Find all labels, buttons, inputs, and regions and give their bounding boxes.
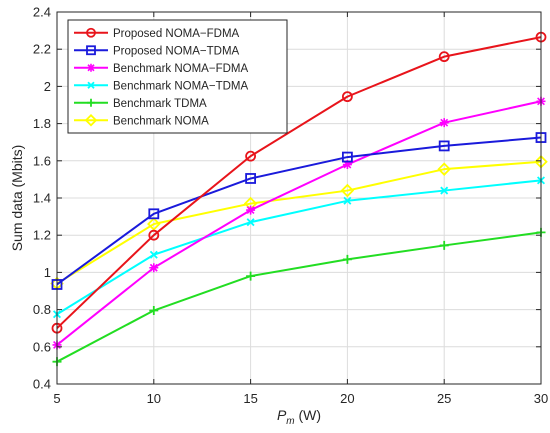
legend-item: Benchmark NOMA: [74, 113, 209, 127]
legend-item: Benchmark NOMA−FDMA: [74, 63, 248, 75]
marker-diamond: [84, 113, 98, 127]
marker-diamond: [147, 217, 161, 231]
marker-circle: [438, 51, 450, 63]
legend-label: Benchmark NOMA−TDMA: [113, 80, 248, 92]
y-tick-label: 2: [44, 79, 51, 94]
legend-label: Benchmark NOMA: [113, 115, 209, 127]
y-tick-label: 0.4: [33, 377, 51, 392]
series-line: [56, 36, 542, 329]
marker-square: [438, 140, 450, 152]
marker-plus: [246, 271, 256, 281]
marker-square: [148, 208, 160, 220]
legend-item: Benchmark NOMA−TDMA: [74, 80, 248, 92]
marker-square: [86, 45, 96, 56]
x-tick-label: 5: [53, 391, 60, 406]
marker-square: [245, 173, 257, 184]
y-tick-label: 0.8: [33, 302, 51, 317]
series-5: [52, 227, 546, 367]
x-tick-label: 20: [340, 391, 354, 406]
series-line: [56, 160, 542, 285]
series-line: [56, 231, 542, 363]
legend-label: Proposed NOMA−FDMA: [113, 28, 240, 40]
series-line: [56, 100, 542, 346]
legend-item: Proposed NOMA−FDMA: [74, 28, 240, 40]
marker-circle: [245, 150, 257, 162]
legend-box: [67, 19, 288, 134]
marker-circle: [148, 229, 160, 241]
series-3: [52, 96, 546, 350]
marker-asterisk: [87, 63, 95, 72]
ticks: 0.4 0.6 0.8 1 1.2 1.4 1.6 1.8 2 2.2 2.4 5 10 15 20 25 30: [33, 5, 548, 407]
series-line: [56, 136, 542, 286]
marker-diamond: [340, 183, 355, 198]
marker-asterisk: [439, 118, 449, 128]
legend: Proposed NOMA−FDMA Proposed NOMA−TDMA Benc…: [67, 19, 288, 134]
marker-circle: [341, 91, 353, 103]
y-tick-label: 1.6: [33, 153, 51, 168]
y-axis-label: Sum data (Mbits): [9, 145, 25, 252]
marker-plus: [149, 306, 159, 316]
x-axis-label: Pm (W): [277, 407, 321, 427]
y-tick-label: 2.2: [33, 42, 51, 57]
series-line: [56, 179, 542, 316]
marker-square: [341, 151, 353, 163]
marker-x: [343, 196, 352, 205]
series-layer: [50, 31, 548, 367]
x-tick-label: 15: [243, 391, 257, 406]
x-tick-label: 25: [437, 391, 451, 406]
series-6: [50, 154, 548, 291]
y-tick-label: 1.4: [33, 191, 51, 206]
marker-plus: [87, 98, 95, 107]
x-axis-label-main: P: [277, 407, 287, 423]
marker-plus: [439, 240, 449, 250]
x-axis-label-unit: (W): [295, 407, 321, 423]
legend-item: Proposed NOMA−TDMA: [74, 45, 240, 57]
x-tick-label: 10: [147, 391, 161, 406]
marker-diamond: [437, 162, 451, 176]
legend-label: Proposed NOMA−TDMA: [113, 45, 240, 57]
marker-asterisk: [149, 263, 159, 273]
marker-x: [440, 186, 449, 195]
marker-circle: [86, 27, 96, 38]
marker-x: [149, 250, 158, 259]
legend-label: Benchmark TDMA: [113, 98, 207, 110]
x-tick-label: 30: [534, 391, 548, 406]
legend-label: Benchmark NOMA−FDMA: [113, 63, 248, 75]
y-tick-label: 2.4: [33, 5, 51, 20]
y-tick-label: 0.6: [33, 339, 51, 354]
legend-item: Benchmark TDMA: [74, 98, 207, 110]
y-tick-label: 1.8: [33, 116, 51, 131]
marker-plus: [342, 254, 352, 264]
x-axis-label-sub: m: [286, 416, 294, 427]
y-tick-label: 1.2: [33, 228, 51, 243]
marker-asterisk: [246, 205, 256, 215]
y-tick-label: 1: [44, 265, 51, 280]
marker-x: [246, 218, 255, 227]
marker-x: [87, 81, 95, 89]
marker-asterisk: [342, 160, 352, 170]
